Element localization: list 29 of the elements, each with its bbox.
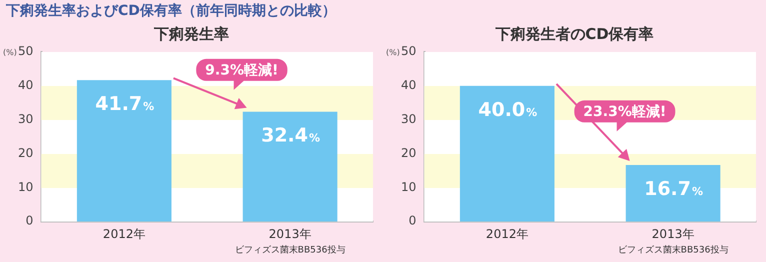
chart-title: 下痢発生率 bbox=[153, 24, 229, 43]
data-label: 40.0% bbox=[478, 98, 538, 121]
y-tick-label: 10 bbox=[18, 180, 34, 194]
x-tick-label: 2012年 bbox=[486, 226, 528, 241]
text: ビフィズス菌末BB536投与 bbox=[234, 244, 346, 256]
y-tick-label: 30 bbox=[400, 112, 416, 126]
annotation: 9.3%軽減! bbox=[205, 62, 278, 79]
x-tick-label: 2013年 bbox=[652, 226, 694, 241]
data-label: 32.4% bbox=[261, 124, 320, 147]
y-tick-label: 40 bbox=[400, 78, 416, 92]
y-axis-title: (%) bbox=[386, 48, 400, 57]
x-tick-label: 2012年 bbox=[102, 226, 146, 241]
y-tick-label: 50 bbox=[18, 44, 34, 58]
y-tick-label: 40 bbox=[18, 78, 34, 92]
y-tick-label: 20 bbox=[18, 146, 34, 160]
x-tick-label: 2013年 bbox=[268, 226, 312, 241]
y-tick-label: 0 bbox=[408, 214, 416, 228]
y-tick-label: 0 bbox=[26, 214, 34, 228]
chart-title: 下痢発生者のCD保有率 bbox=[494, 24, 654, 43]
text: 下痢発生率およびCD保有率（前年同時期との比較） bbox=[6, 2, 336, 20]
y-tick-label: 10 bbox=[400, 180, 416, 194]
data-label: 16.7% bbox=[644, 178, 704, 200]
y-tick-label: 20 bbox=[400, 146, 416, 160]
data-label: 41.7% bbox=[95, 93, 154, 116]
y-axis-title: (%) bbox=[3, 48, 17, 57]
y-tick-label: 30 bbox=[18, 112, 34, 126]
annotation: 23.3%軽減! bbox=[583, 104, 666, 120]
y-tick-label: 50 bbox=[400, 44, 416, 58]
text: ビフィズス菌末BB536投与 bbox=[618, 244, 728, 256]
